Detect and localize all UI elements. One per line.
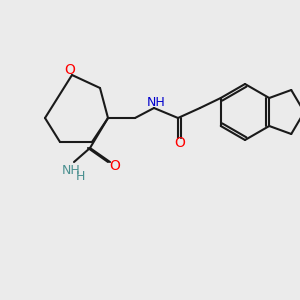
Text: O: O — [110, 159, 120, 173]
Text: NH: NH — [147, 95, 165, 109]
Text: NH: NH — [61, 164, 80, 176]
Text: O: O — [175, 136, 185, 150]
Text: O: O — [64, 63, 75, 77]
Text: H: H — [75, 169, 85, 182]
